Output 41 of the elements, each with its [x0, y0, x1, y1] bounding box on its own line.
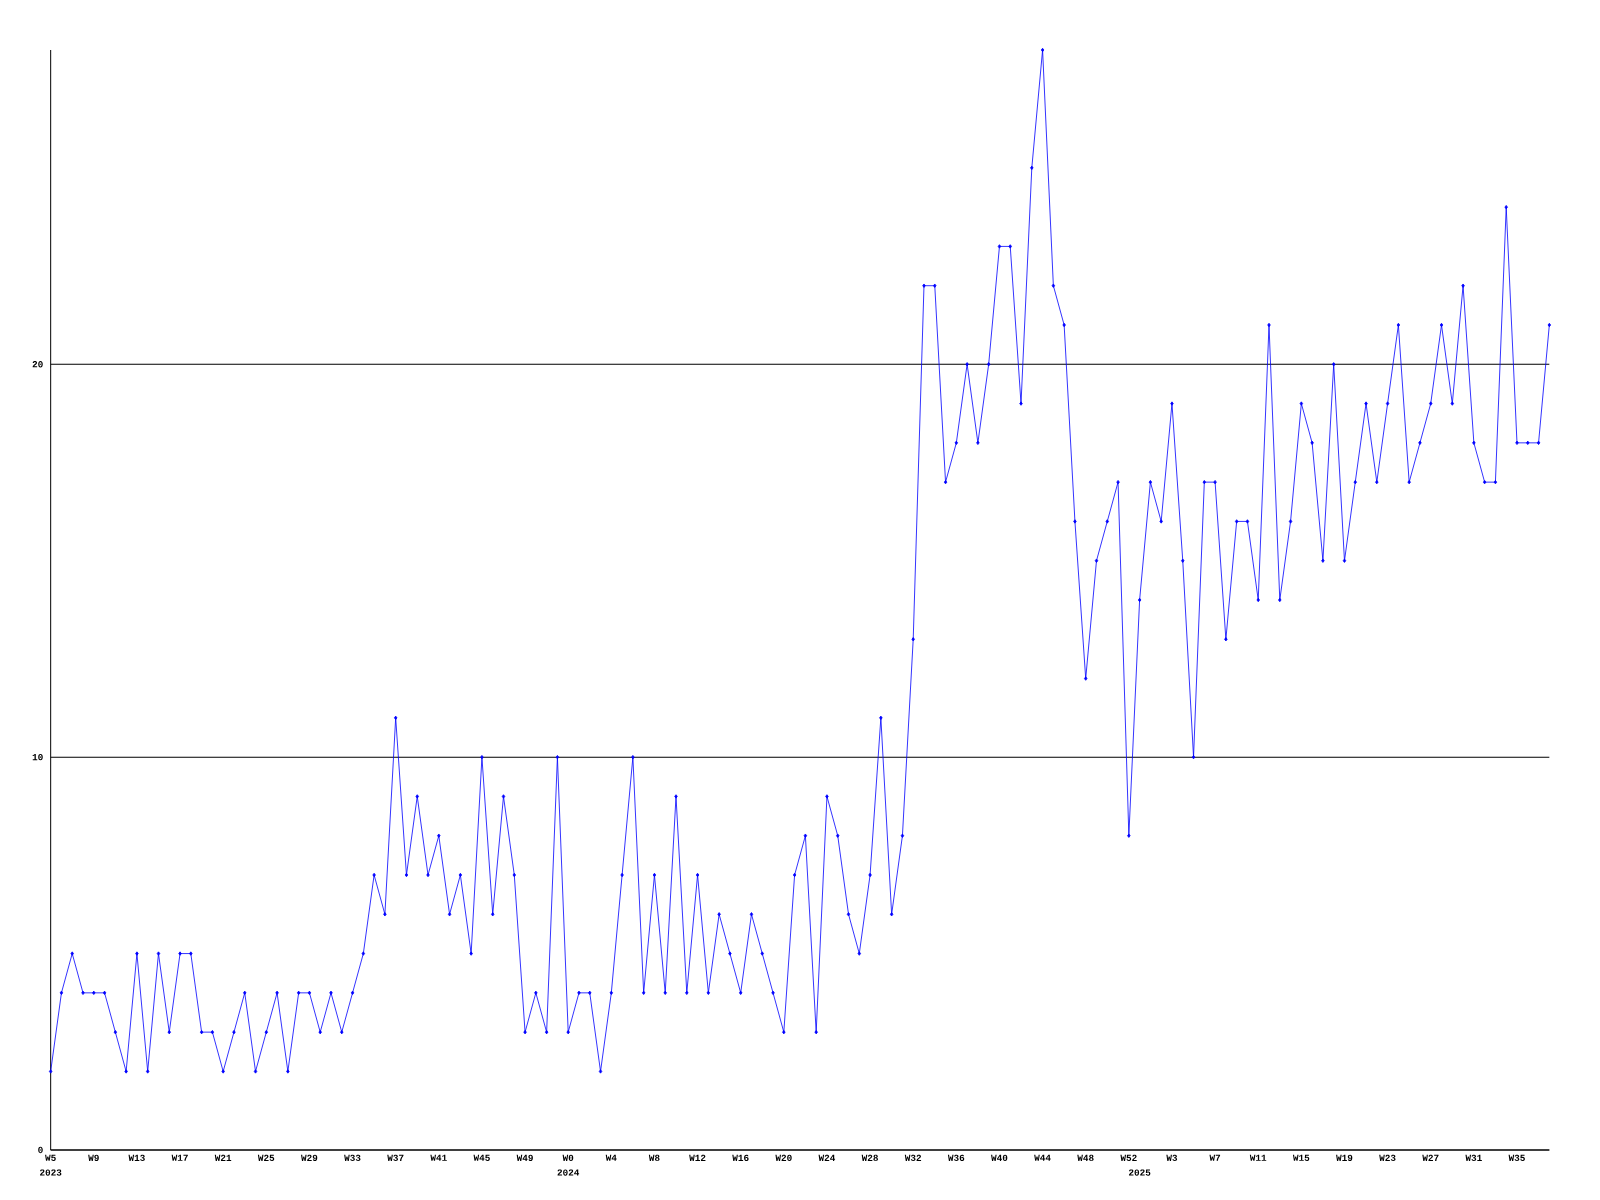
x-tick-label: W28 [861, 1154, 878, 1162]
x-tick-label: W5 [45, 1154, 56, 1161]
text: 2023 [40, 1169, 62, 1176]
x-tick-label: W15 [1292, 1154, 1310, 1161]
x-tick-label: W4 [605, 1154, 617, 1161]
x-tick-label: W48 [1077, 1154, 1094, 1162]
x-tick-label: W11 [1249, 1154, 1267, 1161]
x-tick-label: W17 [171, 1154, 188, 1161]
x-tick-label: W7 [1209, 1154, 1221, 1161]
x-tick-label: W3 [1166, 1154, 1178, 1162]
x-tick-label: W36 [947, 1154, 965, 1162]
x-tick-label: W49 [516, 1154, 533, 1162]
text: 2024 [557, 1169, 580, 1176]
x-tick-label: W31 [1465, 1154, 1482, 1162]
x-tick-label: W9 [88, 1154, 99, 1162]
x-tick-label: W13 [128, 1154, 145, 1162]
x-tick-label: W25 [257, 1154, 275, 1162]
x-tick-label: W19 [1336, 1154, 1353, 1162]
x-tick-label: W8 [648, 1154, 660, 1162]
text: 2025 [1128, 1169, 1151, 1176]
y-tick-label: 0 [38, 1146, 43, 1154]
x-tick-label: W45 [473, 1154, 490, 1161]
x-tick-label: W44 [1034, 1154, 1051, 1161]
y-tick-label: 20 [32, 361, 43, 368]
x-tick-label: W41 [430, 1154, 447, 1161]
y-tick-label: 10 [32, 753, 43, 761]
x-tick-label: W29 [301, 1154, 318, 1162]
x-tick-label: W23 [1379, 1154, 1396, 1162]
x-tick-label: W12 [689, 1154, 706, 1161]
x-tick-label: W20 [775, 1154, 792, 1162]
x-tick-label: W27 [1422, 1154, 1439, 1161]
x-tick-label: W52 [1120, 1154, 1137, 1162]
x-tick-label: W21 [214, 1154, 232, 1161]
x-tick-label: W16 [732, 1154, 749, 1162]
x-tick-label: W32 [904, 1154, 922, 1162]
x-tick-label: W0 [562, 1154, 574, 1162]
x-tick-label: W33 [344, 1154, 361, 1162]
x-tick-label: W35 [1508, 1154, 1525, 1162]
x-tick-label: W40 [991, 1154, 1008, 1162]
x-tick-label: W37 [387, 1154, 404, 1162]
x-tick-label: W24 [818, 1154, 836, 1161]
